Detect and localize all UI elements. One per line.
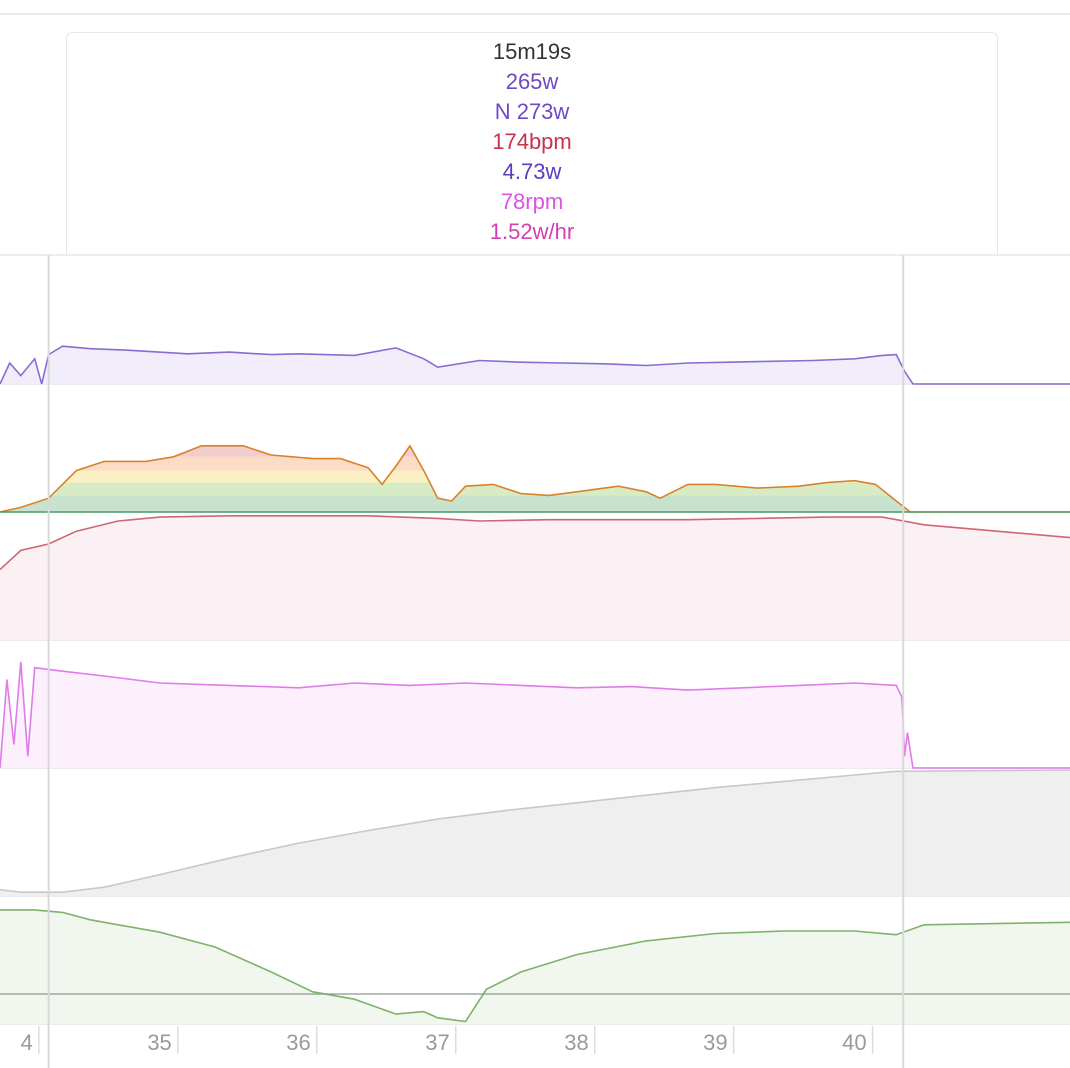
power-zone-band xyxy=(0,470,1070,483)
summary-cadence: 78rpm xyxy=(500,189,564,214)
heart_rate-line xyxy=(0,515,1070,571)
x-axis: 4 35 36 37 38 39 40 xyxy=(21,1026,874,1055)
power-zone-band xyxy=(0,482,1070,496)
selection-overlay[interactable] xyxy=(47,255,905,1068)
x-tick-label: 4 xyxy=(21,1030,33,1055)
power-zones-line xyxy=(0,444,1070,513)
series-layer xyxy=(0,345,1070,1024)
elevation-area xyxy=(0,909,1070,1024)
selection-summary-tooltip: 15m19s 265w N 273w 174bpm 4.73w 78rpm 1.… xyxy=(66,32,998,254)
summary-heart-rate: 174bpm xyxy=(492,129,572,154)
x-tick-label: 40 xyxy=(842,1030,866,1055)
x-tick-label: 35 xyxy=(147,1030,171,1055)
cadence-line xyxy=(0,661,1070,769)
x-tick-label: 39 xyxy=(703,1030,727,1055)
load-line xyxy=(0,769,1070,893)
cadence-area xyxy=(0,661,1070,768)
summary-duration: 15m19s xyxy=(492,39,572,64)
load-area xyxy=(0,770,1070,896)
x-tick-label: 36 xyxy=(286,1030,310,1055)
power-zone-band xyxy=(0,445,1070,457)
summary-watts-per-kg: 4.73w xyxy=(502,159,562,184)
x-tick-label: 37 xyxy=(425,1030,449,1055)
power-area xyxy=(0,346,1070,384)
elevation-line xyxy=(0,909,1070,1023)
power-zone-band xyxy=(0,495,1070,512)
summary-normalized-power: N 273w xyxy=(494,99,570,124)
x-tick-label: 38 xyxy=(564,1030,588,1055)
summary-power: 265w xyxy=(505,69,559,94)
heart_rate-area xyxy=(0,515,1070,640)
summary-decoupling: 1.52w/hr xyxy=(489,219,575,244)
power-line xyxy=(0,345,1070,385)
